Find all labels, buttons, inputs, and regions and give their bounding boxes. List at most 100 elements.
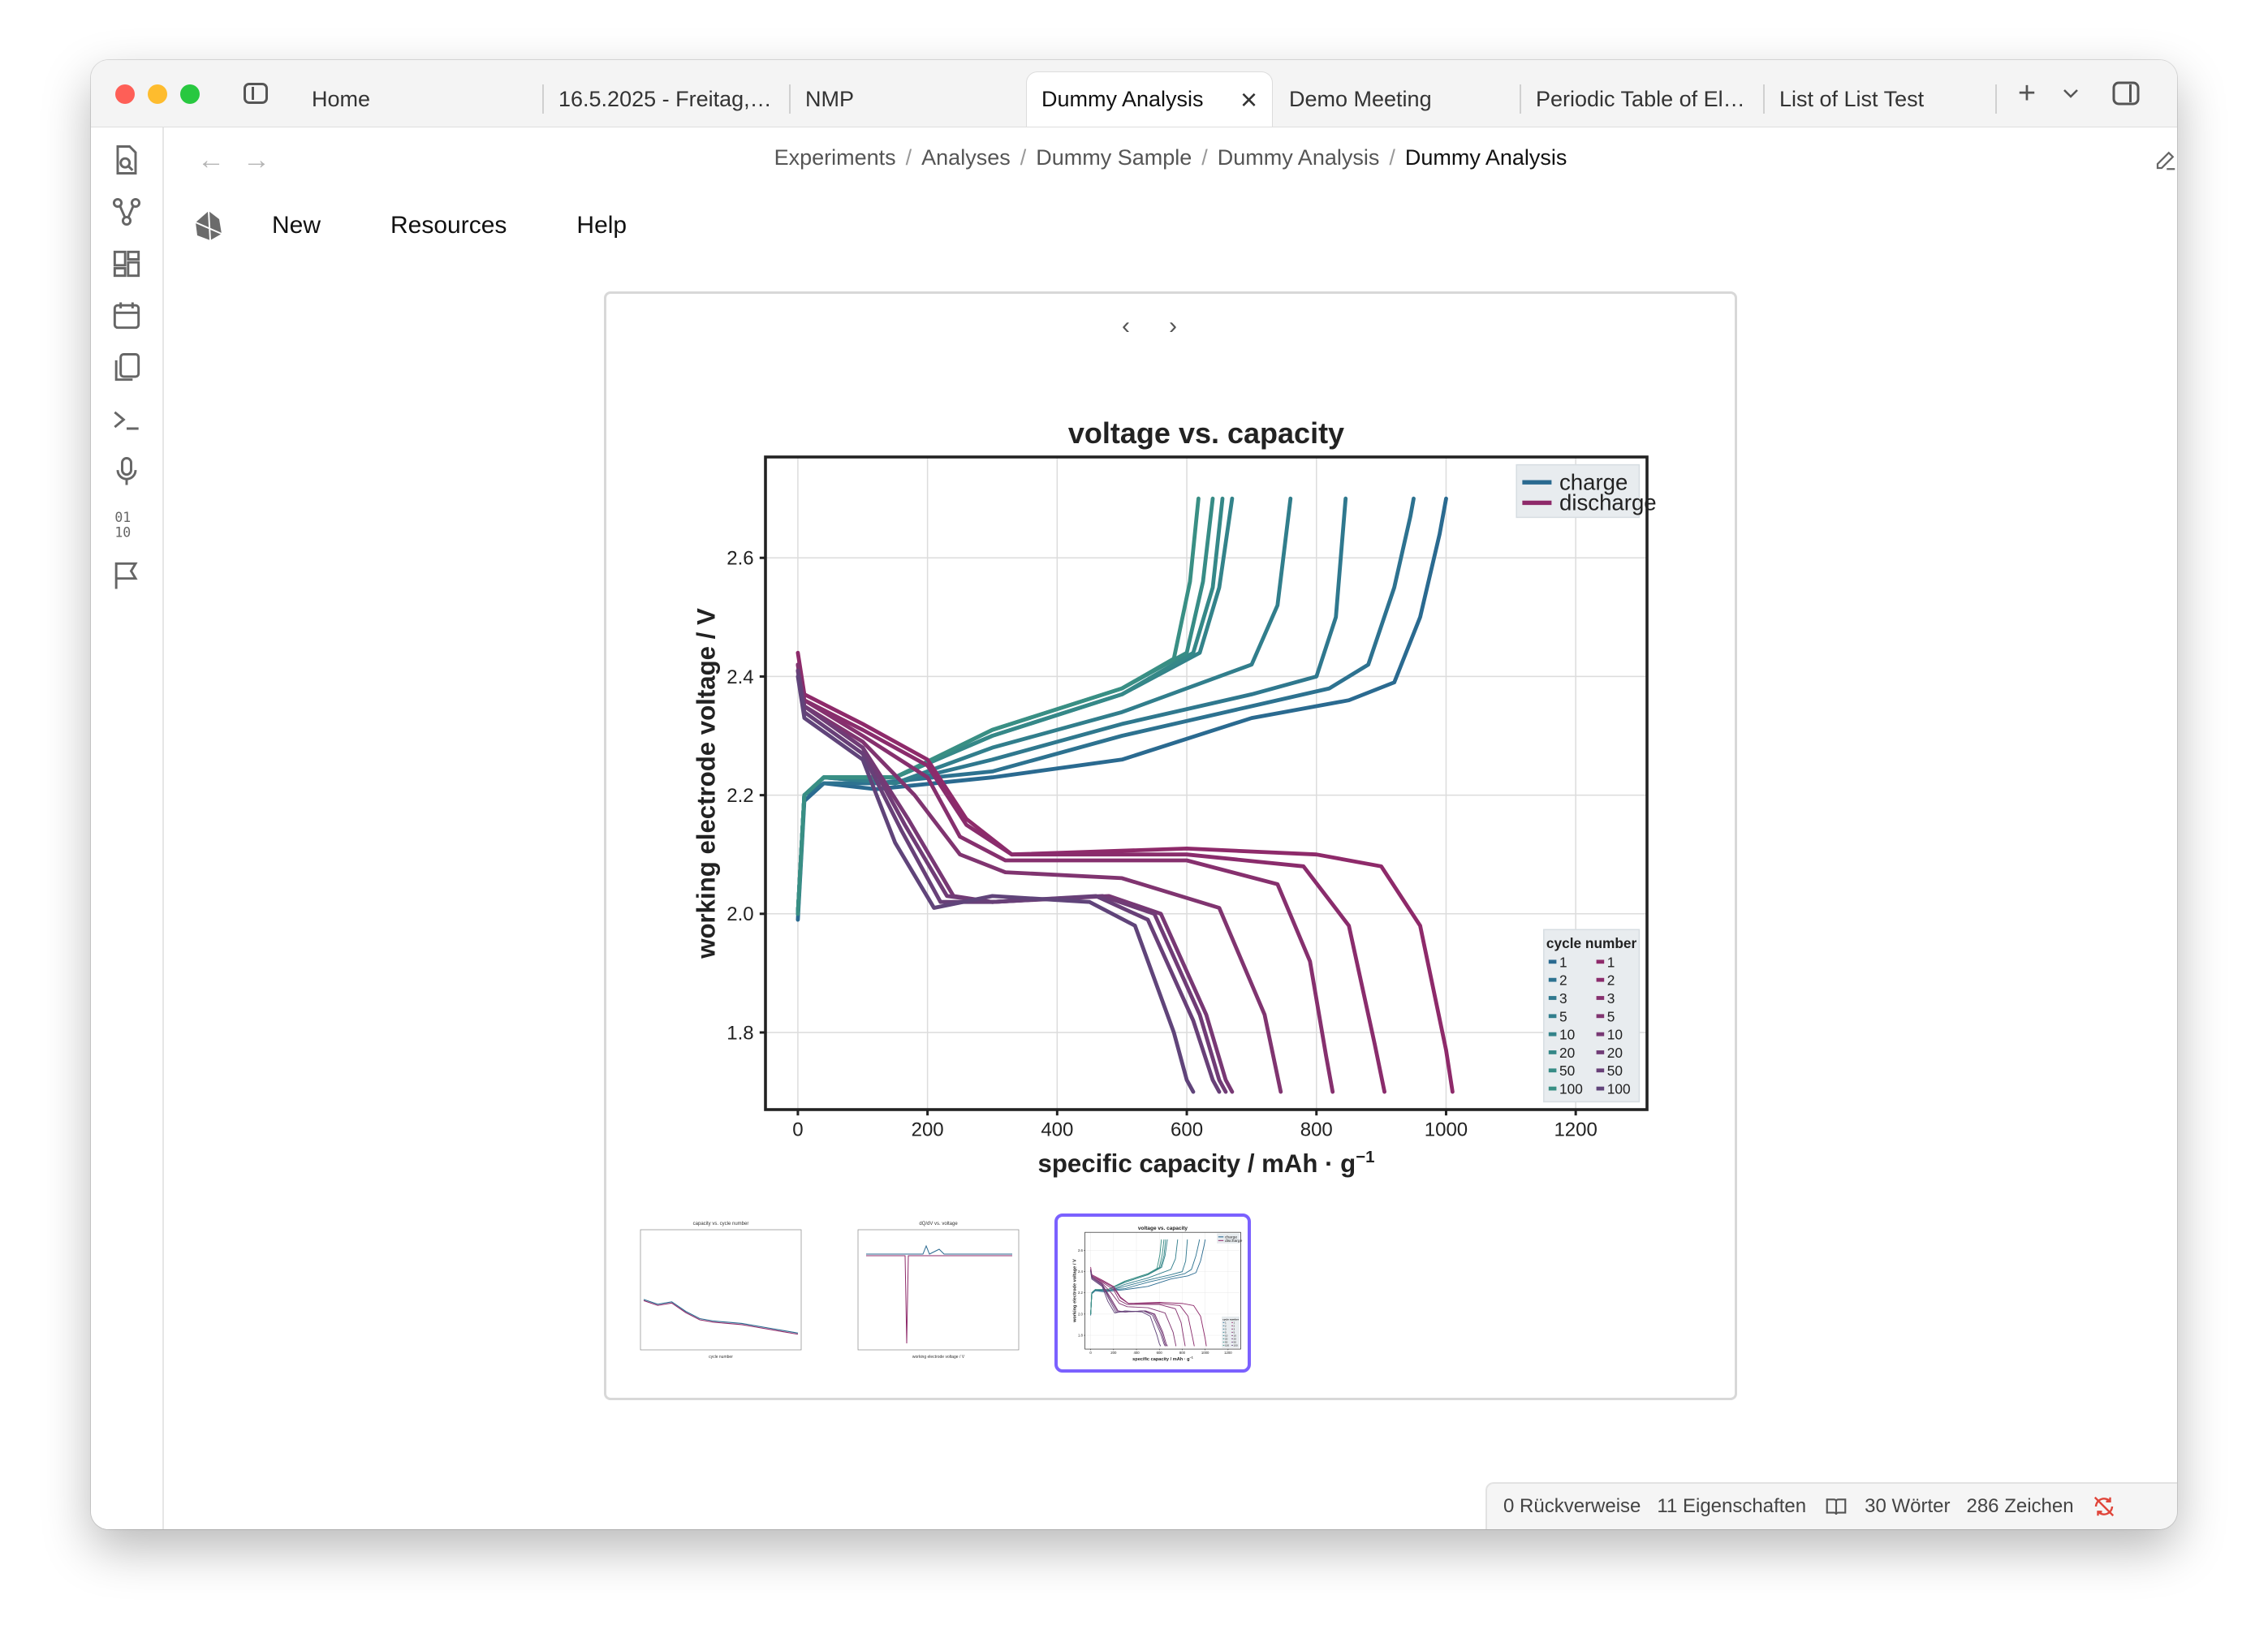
x-tick-label: 1000 (1201, 1351, 1209, 1355)
discharge-series-line (1090, 1266, 1207, 1347)
copy-icon[interactable] (109, 350, 144, 386)
svg-text:01: 01 (114, 510, 131, 525)
tab-separator (789, 84, 791, 114)
tab-nmp[interactable]: NMP (791, 71, 1034, 127)
close-window-button[interactable] (115, 84, 135, 104)
discharge-series-line (1090, 1270, 1166, 1347)
thumb-xlabel: working electrode voltage / V (912, 1355, 965, 1360)
sync-error-icon[interactable] (2092, 1494, 2116, 1519)
x-tick-label: 1000 (1425, 1119, 1468, 1140)
chart-title: voltage vs. capacity (1138, 1226, 1188, 1231)
tab-label: List of List Test (1779, 86, 1925, 111)
thumb-discharge-line (643, 1300, 799, 1335)
app-window: Home 16.5.2025 - Freitag, ... NMP Dummy … (91, 60, 2177, 1529)
cycle-legend-charge-label: 3 (1559, 990, 1567, 1007)
y-tick-label: 2.4 (1078, 1270, 1084, 1274)
thumb-xlabel: cycle number (709, 1355, 733, 1360)
menu-new[interactable]: New (272, 212, 321, 239)
x-tick-label: 600 (1171, 1119, 1203, 1140)
flag-icon[interactable] (109, 558, 144, 593)
graph-icon[interactable] (109, 194, 144, 230)
cycle-legend-charge-label: 100 (1559, 1081, 1583, 1097)
sidebar-toggle-icon[interactable] (244, 83, 268, 104)
right-sidebar-toggle-icon[interactable] (2111, 78, 2141, 109)
microphone-icon[interactable] (109, 454, 144, 489)
terminal-icon[interactable] (109, 402, 144, 438)
x-tick-label: 1200 (1224, 1351, 1232, 1355)
cycle-legend-box (1543, 929, 1641, 1103)
thumb-title: dQ/dV vs. voltage (919, 1222, 958, 1226)
discharge-series-line (1090, 1269, 1195, 1347)
cycle-legend-discharge-label: 2 (1607, 972, 1615, 989)
breadcrumb-experiments[interactable]: Experiments (774, 145, 896, 170)
cycle-legend-discharge-label: 20 (1234, 1338, 1237, 1341)
close-tab-icon[interactable]: × (1240, 82, 1257, 116)
y-tick-label: 2.2 (1078, 1291, 1084, 1295)
tab-home[interactable]: Home (297, 71, 541, 127)
cycle-legend-charge-label: 5 (1559, 1008, 1567, 1024)
tab-dummy-analysis[interactable]: Dummy Analysis × (1026, 71, 1273, 127)
cycle-legend-title: cycle number (1222, 1317, 1240, 1321)
cycle-legend-discharge-label: 3 (1234, 1327, 1235, 1330)
thumbnail-capacity-vs-cycle[interactable]: capacity vs. cycle number cycle number (613, 1213, 809, 1373)
image-carousel: ‹ › 0 200 400 600 800 1000 1200 1.8 2.0 2.2 2.4 2.6… (604, 291, 1737, 1400)
menu-resources[interactable]: Resources (390, 212, 507, 239)
thumbnail-voltage-vs-capacity[interactable]: 0 200 400 600 800 1000 1200 1.8 2.0 2.2 2.4 2.6 volt… (1054, 1213, 1251, 1373)
back-arrow-icon[interactable]: ← (197, 144, 225, 175)
edit-pencil-icon[interactable] (2149, 144, 2177, 176)
file-search-icon[interactable] (109, 142, 144, 178)
plot-frame (764, 455, 1649, 1111)
tab-label: Dummy Analysis (1041, 87, 1204, 111)
y-axis-label: working electrode voltage / V (1072, 1259, 1077, 1323)
status-bar: 0 Rückverweise 11 Eigenschaften 30 Wörte… (1485, 1482, 2177, 1529)
discharge-series-line (1090, 1269, 1177, 1347)
tab-daily-note[interactable]: 16.5.2025 - Freitag, ... (544, 71, 787, 127)
menu-help[interactable]: Help (576, 212, 627, 239)
properties-count[interactable]: 11 Eigenschaften (1657, 1495, 1807, 1517)
word-count: 30 Wörter (1865, 1495, 1951, 1517)
character-count: 286 Zeichen (1966, 1495, 2074, 1517)
zoom-window-button[interactable] (180, 84, 200, 104)
breadcrumb-separator: / (1389, 145, 1395, 170)
tab-separator (542, 84, 544, 114)
new-tab-icon[interactable]: + (2017, 75, 2037, 110)
legend-entry: discharge (1559, 490, 1657, 515)
tab-label: 16.5.2025 - Freitag, ... (558, 86, 773, 111)
breadcrumb-separator: / (905, 145, 912, 170)
breadcrumb-dummy-sample[interactable]: Dummy Sample (1036, 145, 1192, 170)
x-axis-label-superscript: −1 (1356, 1149, 1374, 1166)
y-tick-label: 2.6 (1078, 1248, 1084, 1252)
tab-separator (1520, 84, 1521, 114)
cycle-legend-discharge-label: 100 (1607, 1081, 1631, 1097)
previous-image-chevron-icon[interactable]: ‹ (1122, 313, 1130, 339)
cycle-legend-charge-label: 1 (1559, 954, 1567, 970)
binary-icon[interactable]: 01 10 (109, 506, 144, 541)
thumb-charge-line (643, 1299, 799, 1334)
book-icon[interactable] (1824, 1494, 1848, 1519)
x-axis-label: specific capacity / mAh · g−1 (1038, 1149, 1375, 1178)
minimize-window-button[interactable] (148, 84, 167, 104)
x-tick-label: 600 (1157, 1351, 1163, 1355)
calendar-icon[interactable] (109, 298, 144, 334)
thumbnail-dqdv-vs-voltage[interactable]: dQ/dV vs. voltage working electrode volta… (830, 1213, 1027, 1373)
logo-icon[interactable] (192, 209, 225, 242)
tab-list-of-list[interactable]: List of List Test (1765, 71, 1992, 127)
tab-list-chevron-icon[interactable] (2055, 78, 2086, 109)
breadcrumb-current[interactable]: Dummy Analysis (1404, 145, 1567, 170)
cycle-legend-charge-label: 10 (1225, 1334, 1228, 1338)
breadcrumb-analyses[interactable]: Analyses (921, 145, 1011, 170)
tab-periodic-table[interactable]: Periodic Table of Ele... (1521, 71, 1763, 127)
next-image-chevron-icon[interactable]: › (1169, 313, 1177, 339)
navigation-row: ← → Experiments / Analyses / Dummy Sample / Du… (164, 127, 2177, 192)
forward-arrow-icon[interactable]: → (243, 144, 270, 175)
backlinks-count[interactable]: 0 Rückverweise (1503, 1495, 1641, 1517)
grid-icon[interactable] (109, 246, 144, 282)
cycle-legend-charge-label: 5 (1225, 1331, 1227, 1334)
cycle-legend-discharge-label: 3 (1607, 990, 1615, 1007)
tab-demo-meeting[interactable]: Demo Meeting (1274, 71, 1518, 127)
thumb-charge-line (866, 1244, 1012, 1255)
y-tick-label: 2.6 (727, 548, 753, 570)
discharge-series-line (796, 650, 1455, 1094)
tab-label: Home (312, 86, 371, 111)
breadcrumb-dummy-analysis-folder[interactable]: Dummy Analysis (1217, 145, 1380, 170)
